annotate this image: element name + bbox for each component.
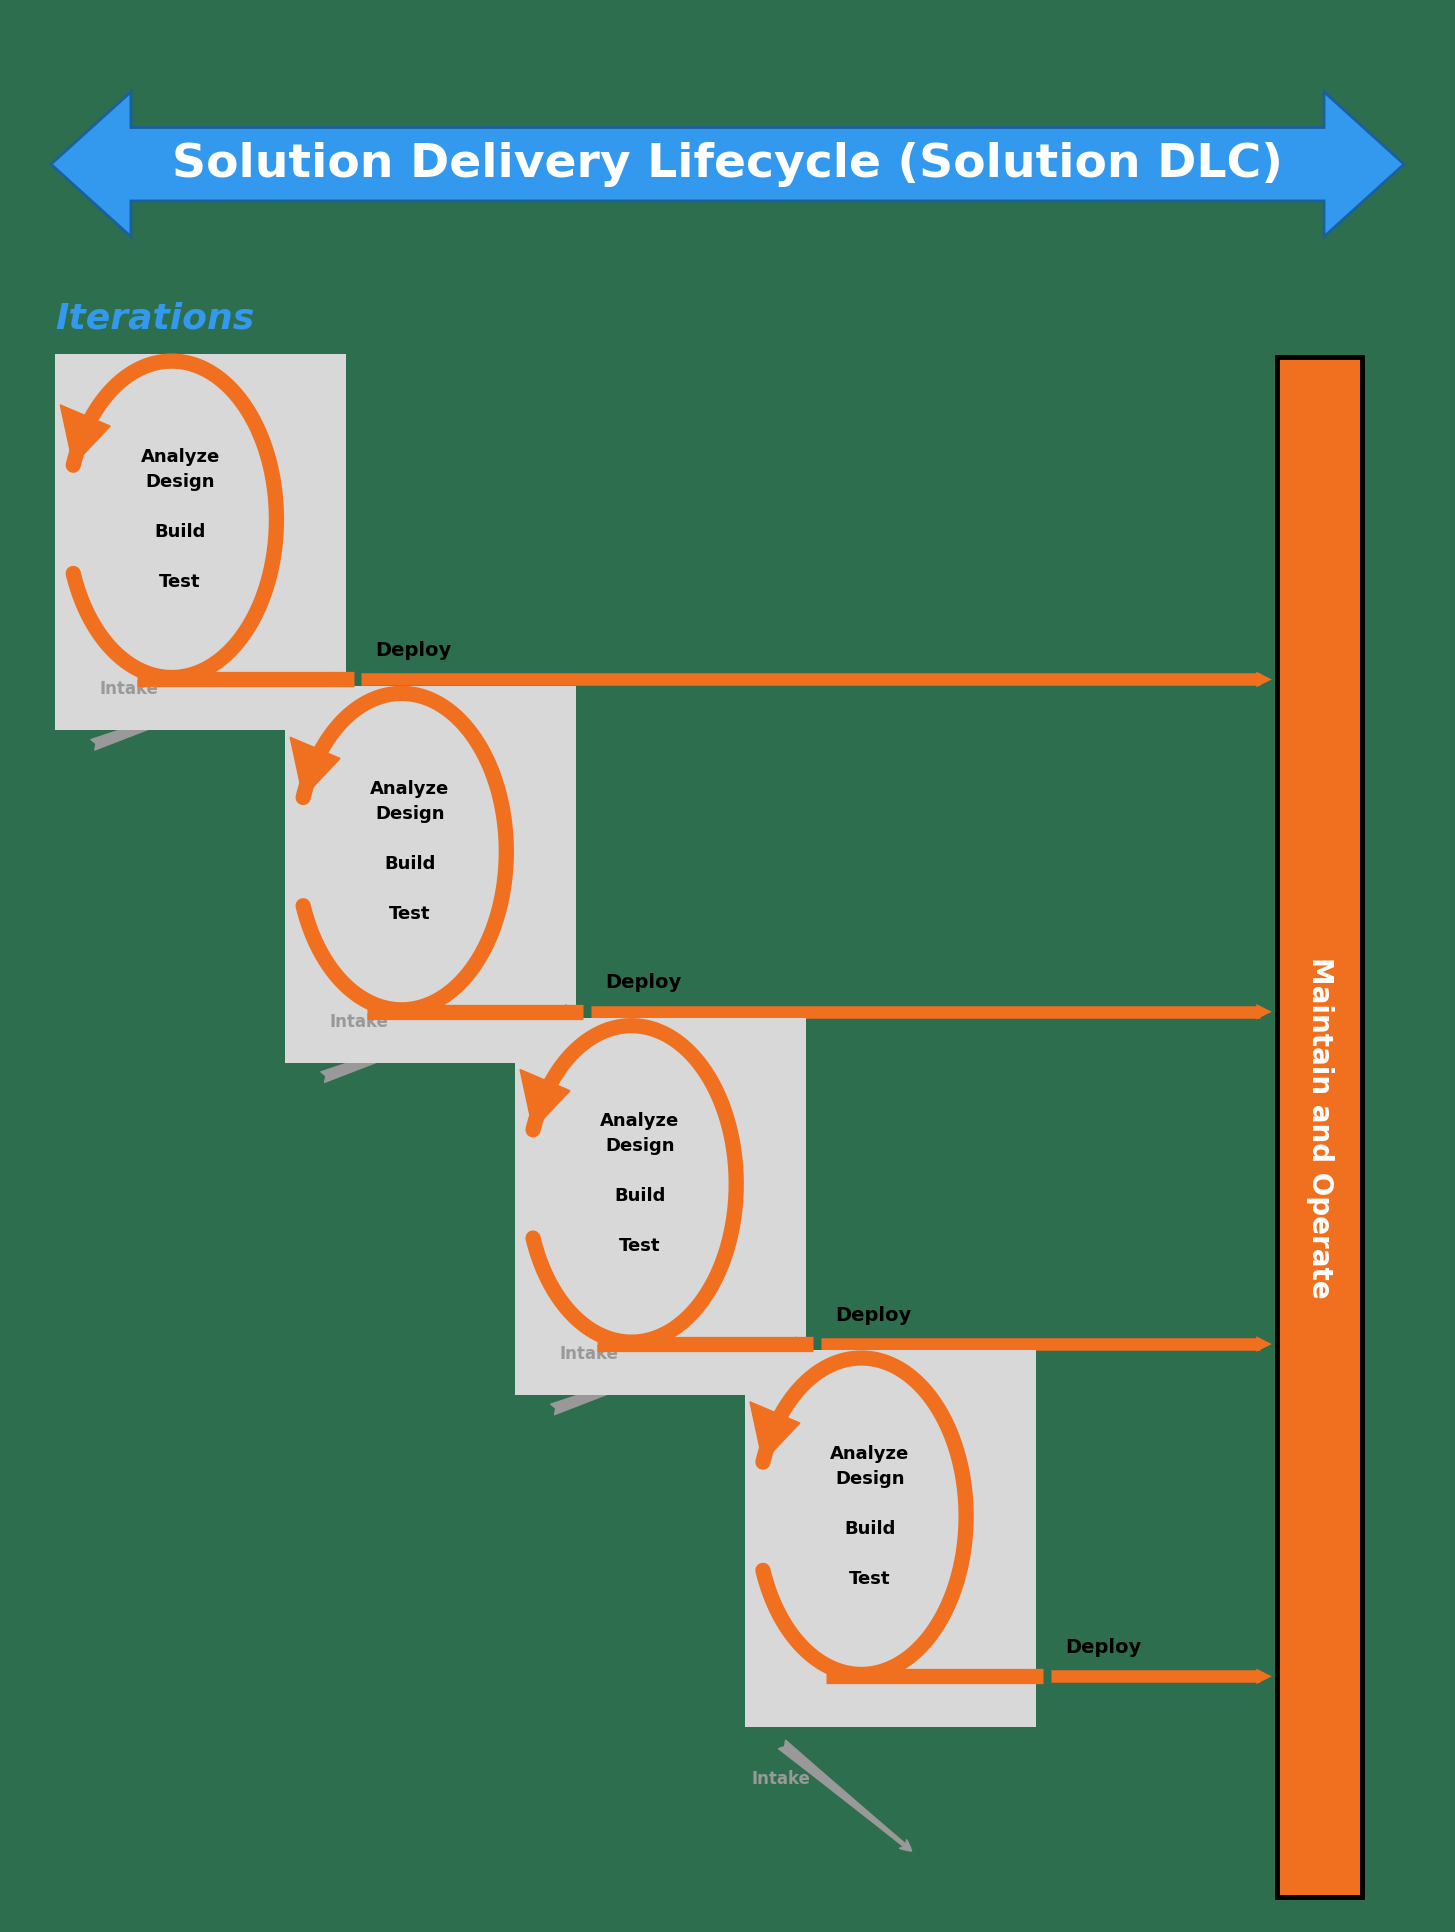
Polygon shape	[519, 1070, 570, 1130]
Polygon shape	[290, 738, 340, 798]
Text: Deploy: Deploy	[375, 641, 451, 661]
Bar	[285, 686, 576, 1063]
Text: Analyze
Design

Build

Test: Analyze Design Build Test	[831, 1445, 909, 1588]
Text: Intake: Intake	[330, 1012, 388, 1032]
Text: Deploy: Deploy	[605, 974, 681, 993]
Bar	[1277, 357, 1362, 1897]
Text: Analyze
Design

Build

Test: Analyze Design Build Test	[371, 781, 450, 923]
Bar	[745, 1350, 1036, 1727]
Text: Solution Delivery Lifecycle (Solution DLC): Solution Delivery Lifecycle (Solution DL…	[172, 141, 1283, 187]
Text: Intake: Intake	[752, 1770, 810, 1789]
Text: Analyze
Design

Build

Test: Analyze Design Build Test	[141, 448, 220, 591]
Polygon shape	[749, 1403, 800, 1463]
Text: Deploy: Deploy	[1065, 1638, 1141, 1658]
Text: Iterations: Iterations	[55, 301, 255, 336]
Polygon shape	[60, 406, 111, 466]
Bar	[55, 354, 346, 730]
Polygon shape	[51, 91, 1404, 236]
Text: Intake: Intake	[100, 680, 159, 699]
Text: Analyze
Design

Build

Test: Analyze Design Build Test	[601, 1113, 679, 1256]
Text: Intake: Intake	[560, 1345, 618, 1364]
Text: Deploy: Deploy	[835, 1306, 911, 1325]
Text: Maintain and Operate: Maintain and Operate	[1305, 956, 1334, 1298]
Bar	[515, 1018, 806, 1395]
